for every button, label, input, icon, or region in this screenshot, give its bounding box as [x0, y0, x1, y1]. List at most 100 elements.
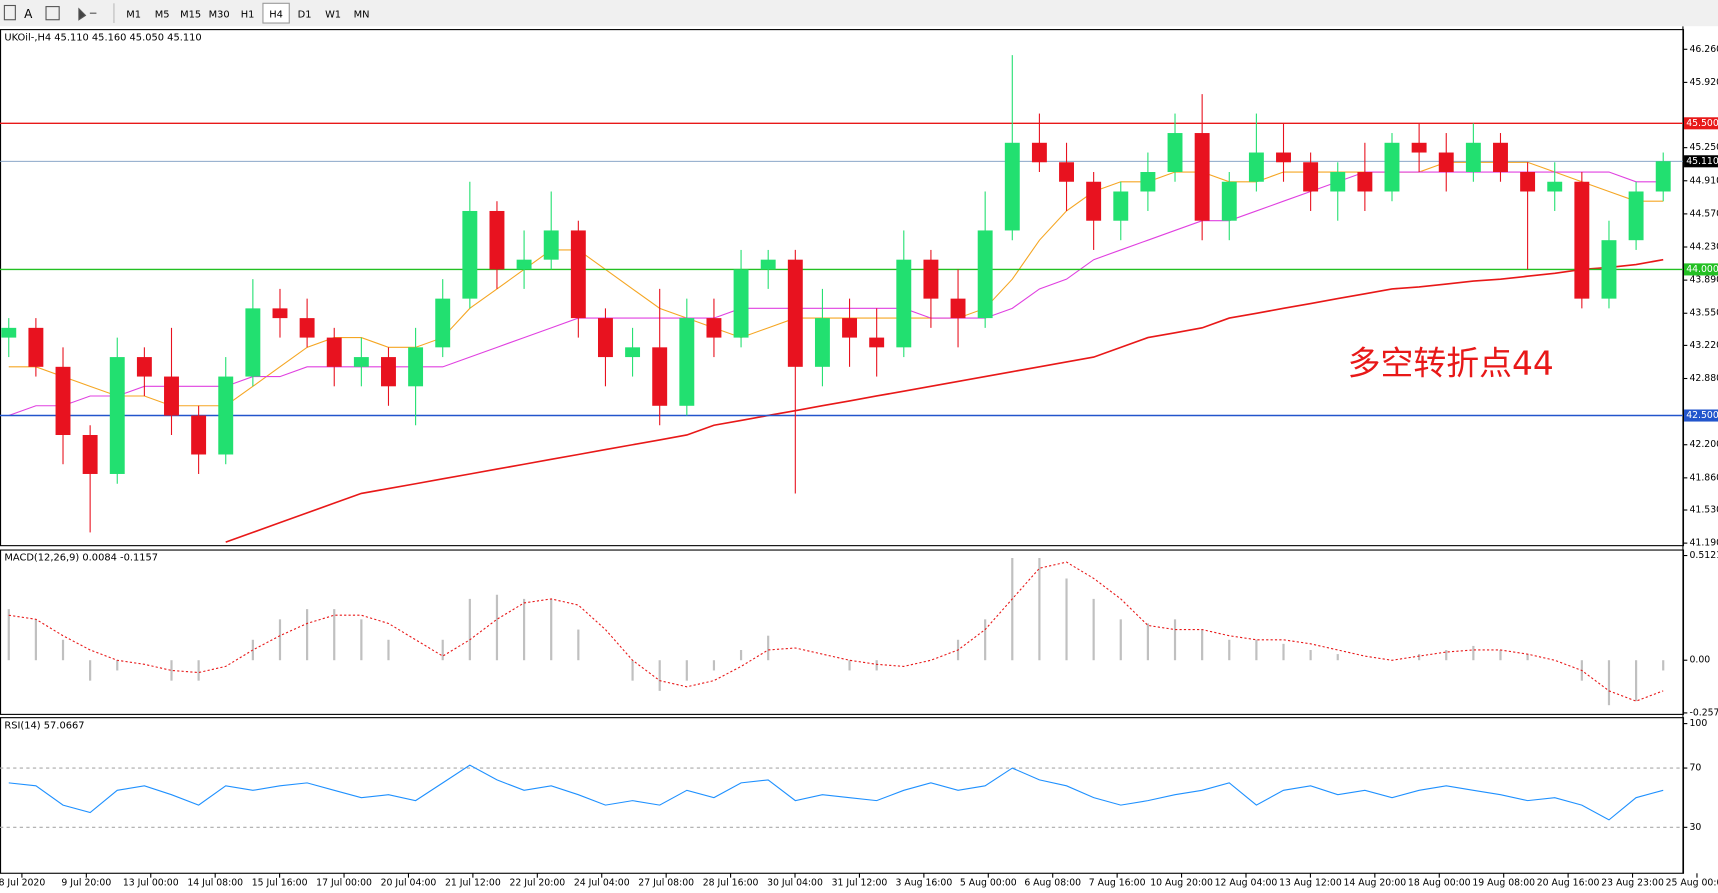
time-label: 9 Jul 20:00	[61, 878, 111, 889]
candle-body	[1330, 172, 1346, 192]
candle-body	[597, 318, 613, 358]
candle-body	[28, 327, 44, 367]
panel-title: RSI(14) 57.0667	[4, 720, 84, 731]
timeframe-button[interactable]: MN	[354, 9, 370, 20]
time-label: 19 Aug 08:00	[1472, 878, 1535, 889]
candle-body	[1113, 191, 1129, 221]
candle-body	[625, 347, 641, 358]
time-label: 30 Jul 04:00	[767, 878, 823, 889]
panel-title: MACD(12,26,9) 0.0084 -0.1157	[4, 553, 158, 564]
candle-body	[1194, 133, 1210, 221]
y-tick-label: 45.250	[1690, 142, 1718, 153]
candle-body	[191, 415, 207, 455]
toolbar	[0, 0, 1718, 27]
candle-body	[516, 259, 532, 270]
level-label: 45.500	[1686, 118, 1718, 129]
level-label-bg	[1684, 155, 1718, 168]
y-tick-label: 43.890	[1690, 275, 1718, 286]
arrow-icon[interactable]	[78, 7, 97, 21]
timeframe-button[interactable]: D1	[298, 9, 312, 20]
time-label: 23 Aug 23:00	[1601, 878, 1664, 889]
time-label: 13 Jul 00:00	[123, 878, 179, 889]
candle-body	[1601, 240, 1617, 299]
plot: UKOil-,H4 45.110 45.160 45.050 45.110 46.…	[0, 26, 1718, 889]
candle-body	[272, 308, 288, 319]
time-label: 14 Jul 08:00	[187, 878, 243, 889]
time-label: 27 Jul 08:00	[638, 878, 694, 889]
y-tick-label: 0.00	[1690, 655, 1711, 666]
time-label: 21 Jul 12:00	[445, 878, 501, 889]
candle-body	[1655, 161, 1671, 192]
candle-body	[489, 210, 505, 270]
timeframe-button[interactable]: M5	[155, 9, 170, 20]
macd-signal	[8, 561, 1664, 702]
timeframe-button[interactable]: M15	[180, 9, 201, 20]
candle-body	[435, 298, 451, 348]
level-label: 44.000	[1686, 264, 1718, 275]
candle-body	[1493, 142, 1508, 173]
candle-body	[1574, 181, 1590, 299]
time-label: 12 Aug 04:00	[1215, 878, 1278, 889]
timeframe-button[interactable]: M30	[209, 9, 230, 20]
time-label: 17 Jul 00:00	[316, 878, 372, 889]
candle-body	[408, 347, 424, 387]
candle-body	[950, 298, 966, 319]
timeframe-button[interactable]: M1	[126, 9, 141, 20]
y-tick-label: 45.920	[1690, 77, 1718, 88]
candle-body	[1086, 181, 1102, 221]
candle-body	[706, 318, 722, 338]
candle-body	[1303, 162, 1319, 192]
candle-body	[896, 259, 912, 348]
candle-body	[977, 230, 993, 319]
candle-body	[136, 357, 152, 377]
time-label: 18 Aug 00:00	[1408, 878, 1471, 889]
candle-body	[869, 337, 885, 348]
time-label: 25 Aug 00:00	[1666, 878, 1718, 889]
timeframe-button[interactable]: H4	[269, 9, 283, 20]
y-tick-label: 43.220	[1690, 340, 1718, 351]
y-tick-label: 44.910	[1690, 175, 1718, 186]
moving-average	[225, 258, 1664, 543]
candle-body	[1276, 152, 1291, 163]
y-tick-label: 70	[1690, 763, 1702, 774]
y-tick-label: 41.190	[1690, 538, 1718, 549]
candle-body	[82, 435, 98, 474]
candle-body	[1520, 172, 1536, 192]
level-label-bg	[1684, 117, 1718, 130]
candle-body	[679, 318, 695, 406]
time-label: 24 Jul 04:00	[574, 878, 630, 889]
candle-body	[570, 230, 586, 319]
level-label-bg	[1684, 263, 1718, 276]
candle-body	[923, 259, 939, 299]
cursor-icon[interactable]	[3, 4, 16, 21]
time-label: 20 Jul 04:00	[381, 878, 437, 889]
time-label: 13 Aug 12:00	[1279, 878, 1342, 889]
timeframe-button[interactable]: W1	[325, 9, 341, 20]
candle-body	[1140, 172, 1156, 192]
candle-body	[1, 327, 17, 338]
y-tick-label: 42.880	[1690, 373, 1718, 384]
candle-body	[1248, 152, 1264, 182]
time-label: 6 Aug 08:00	[1024, 878, 1081, 889]
candle-body	[543, 230, 559, 260]
time-label: 5 Aug 00:00	[960, 878, 1017, 889]
candle-body	[652, 347, 668, 406]
candle-body	[842, 318, 858, 338]
rsi-line	[8, 764, 1664, 821]
label-icon[interactable]	[45, 6, 60, 21]
candle-body	[1221, 181, 1237, 221]
y-tick-label: 44.230	[1690, 242, 1718, 253]
y-tick-label: 0.5121	[1690, 550, 1718, 561]
y-tick-label: 41.530	[1690, 505, 1718, 516]
candle-body	[1384, 142, 1400, 192]
y-tick-label: -0.2578	[1690, 707, 1718, 718]
time-label: 7 Aug 16:00	[1089, 878, 1146, 889]
toolbar-icons: A	[3, 3, 115, 24]
y-tick-label: 43.550	[1690, 308, 1718, 319]
y-tick-label: 41.860	[1690, 472, 1718, 483]
candle-body	[1167, 133, 1183, 173]
timeframe-button[interactable]: H1	[241, 9, 255, 20]
annotation: 多空转折点44	[1348, 343, 1554, 382]
text-icon[interactable]: A	[24, 7, 33, 21]
time-label: 22 Jul 20:00	[509, 878, 565, 889]
